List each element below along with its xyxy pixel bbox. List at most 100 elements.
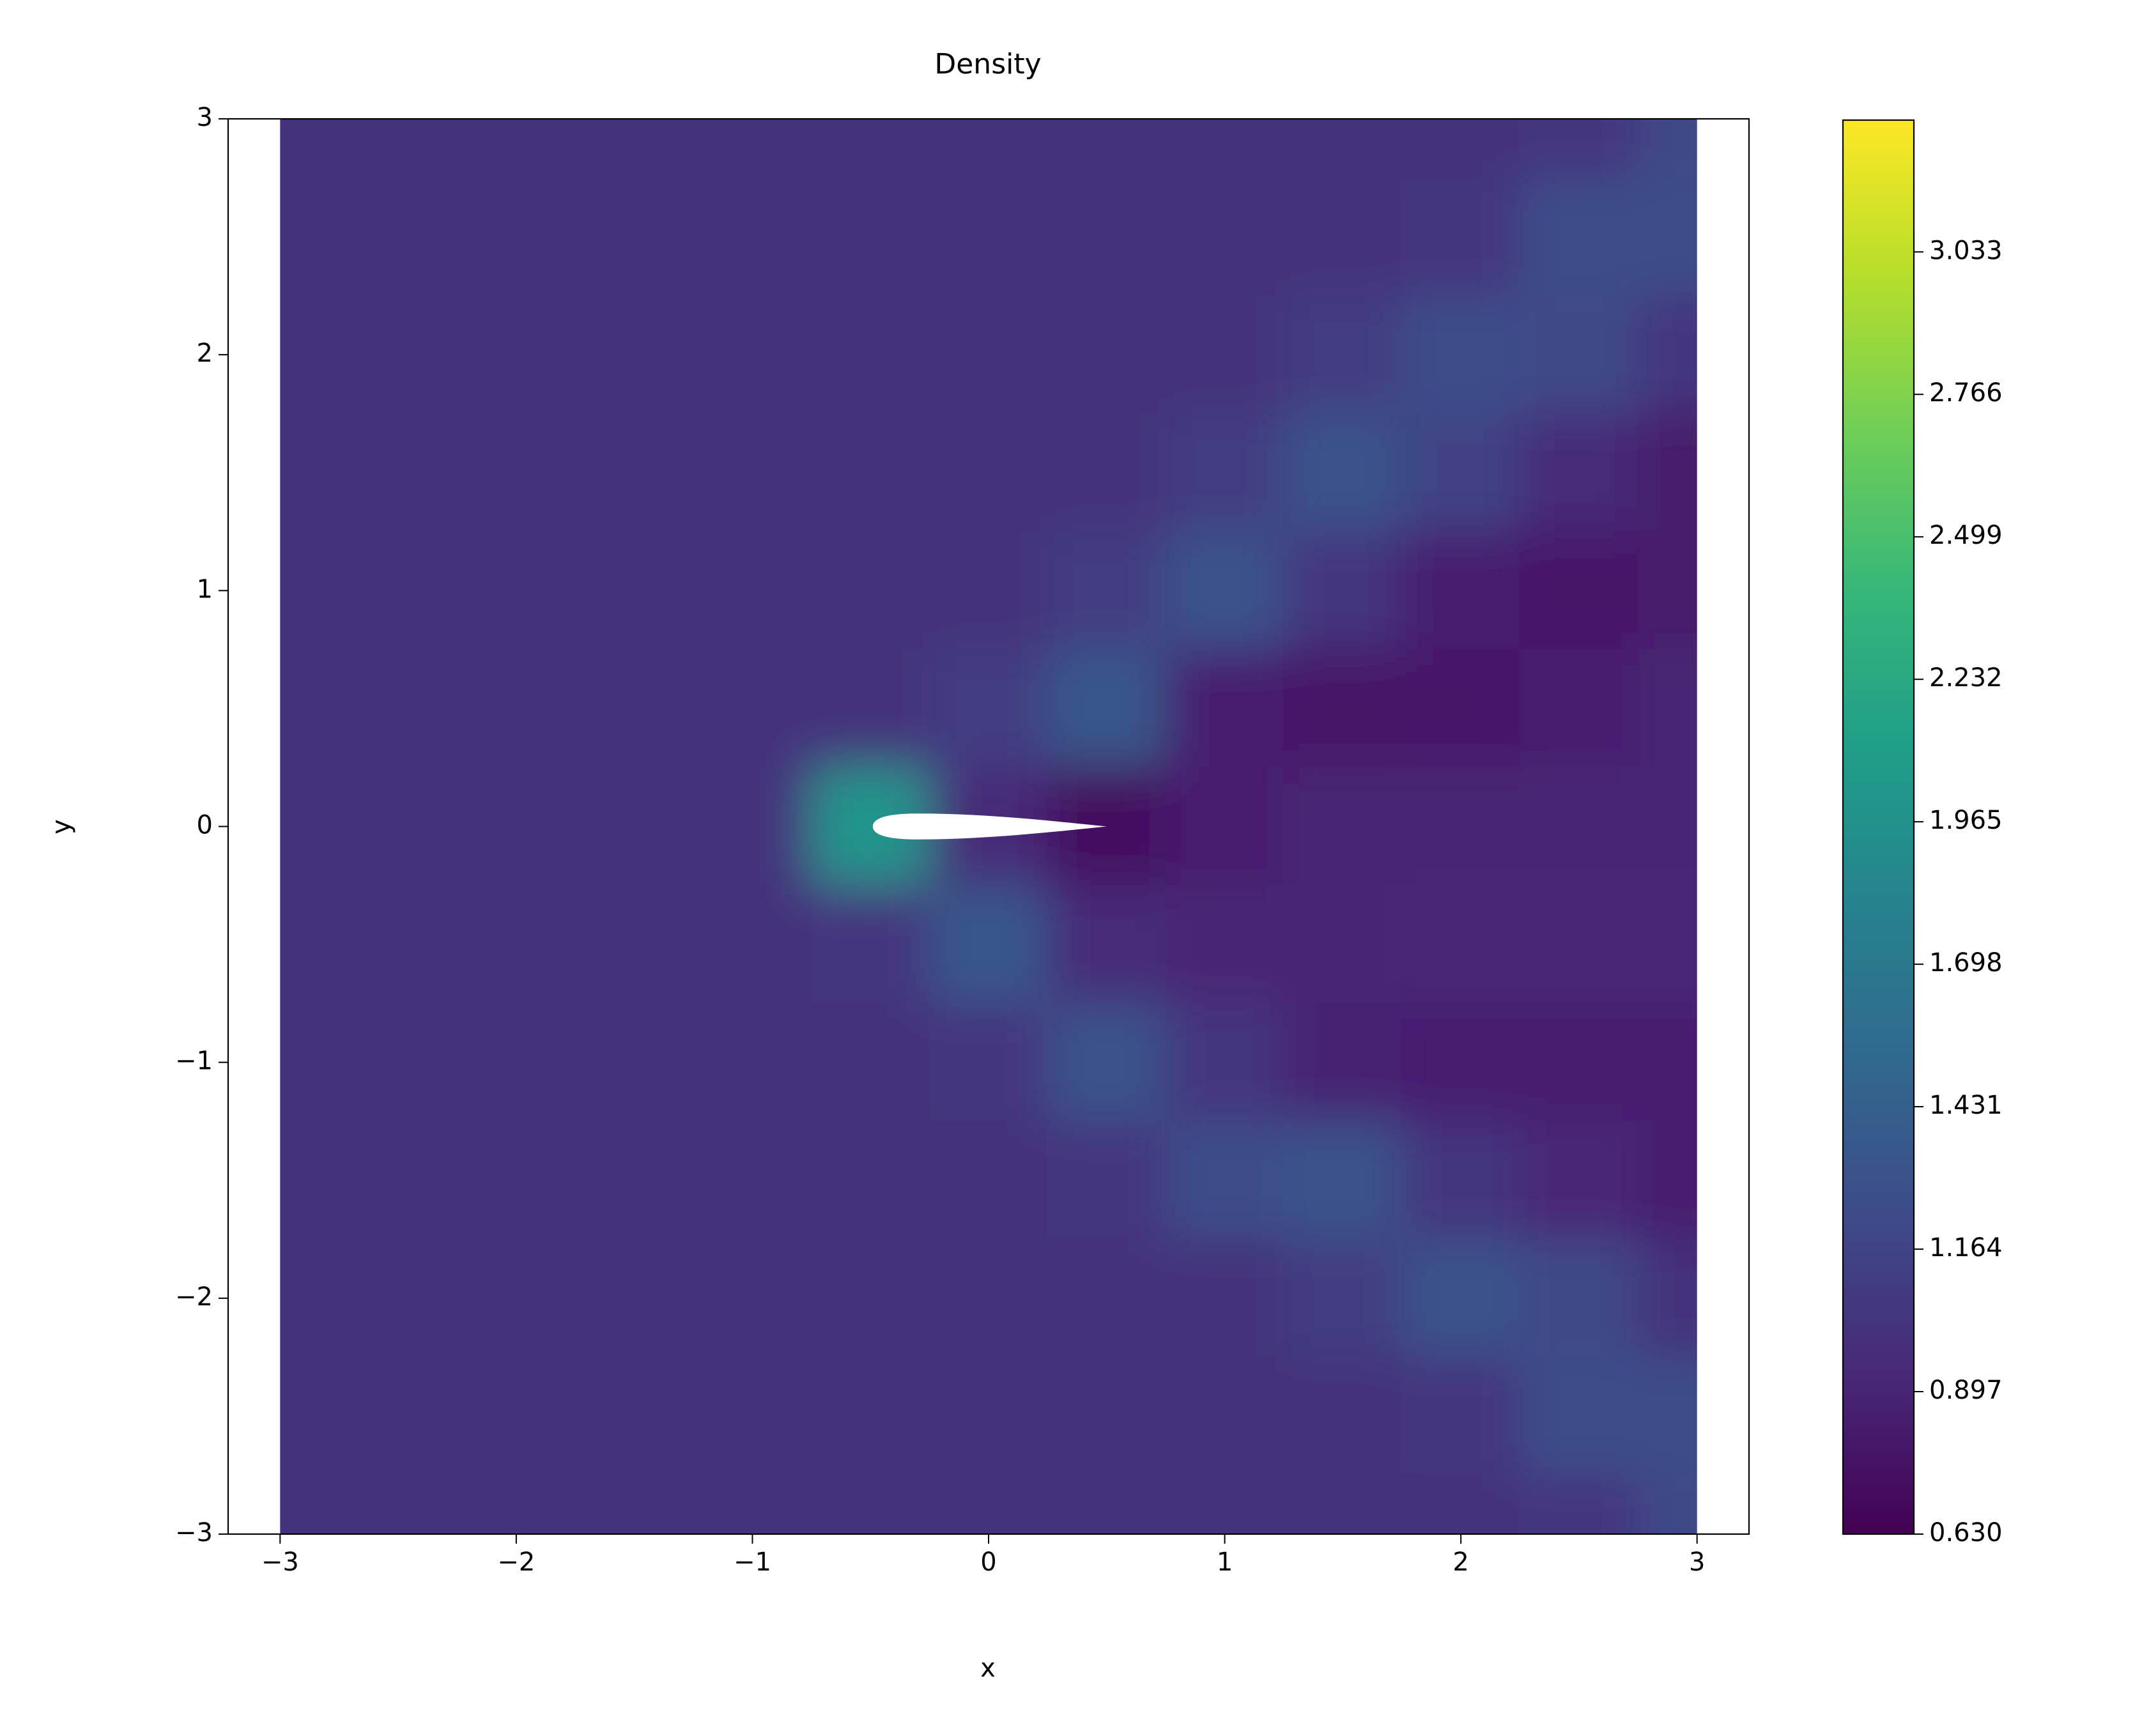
colorbar-tick-label: 1.965 <box>1929 806 2003 835</box>
heatmap-cell <box>338 413 458 533</box>
heatmap-cell <box>338 1120 458 1240</box>
heatmap-cell <box>1519 767 1639 886</box>
heatmap-cell <box>693 119 812 179</box>
heatmap-cell <box>280 119 340 179</box>
heatmap-cell <box>928 413 1049 533</box>
heatmap-cell <box>280 649 340 769</box>
heatmap-cell <box>1283 1120 1403 1240</box>
heatmap-cell <box>1401 649 1521 769</box>
heatmap-cell <box>1637 531 1697 650</box>
heatmap-cell <box>1283 884 1403 1004</box>
heatmap-cell <box>693 767 812 886</box>
heatmap-cell <box>1165 119 1284 179</box>
airfoil <box>872 813 1107 840</box>
heatmap-cell <box>1283 413 1403 533</box>
heatmap-cell <box>1165 884 1284 1004</box>
heatmap-cell <box>338 1474 458 1534</box>
x-axis-label: x <box>980 1654 996 1683</box>
colorbar-tick-label: 2.766 <box>1929 378 2003 408</box>
heatmap-cell <box>810 1120 930 1240</box>
heatmap-cell <box>1047 884 1167 1004</box>
heatmap-cell <box>574 649 695 769</box>
heatmap-cell <box>338 884 458 1004</box>
heatmap-cell <box>1283 531 1403 650</box>
colorbar-tick-label: 2.232 <box>1929 663 2003 693</box>
heatmap-cell <box>280 295 340 415</box>
heatmap-cell <box>1283 1356 1403 1476</box>
heatmap-cell <box>280 1120 340 1240</box>
x-tick-label: 2 <box>1452 1548 1468 1577</box>
heatmap-cell <box>1165 1238 1284 1358</box>
heatmap-cell <box>1637 884 1697 1004</box>
heatmap <box>280 119 1697 1534</box>
heatmap-cell <box>1047 295 1167 415</box>
heatmap-cell <box>574 884 695 1004</box>
heatmap-cell <box>280 413 340 533</box>
heatmap-cell <box>456 1356 576 1476</box>
colorbar-tick-label: 0.897 <box>1929 1376 2003 1405</box>
heatmap-cell <box>1283 767 1403 886</box>
heatmap-cell <box>928 1356 1049 1476</box>
heatmap-cell <box>928 177 1049 296</box>
heatmap-cell <box>810 1238 930 1358</box>
heatmap-cell <box>1165 1474 1284 1534</box>
heatmap-cell <box>1165 1002 1284 1122</box>
heatmap-cell <box>1637 1356 1697 1476</box>
y-tick-label: −2 <box>175 1282 213 1312</box>
heatmap-cell <box>810 119 930 179</box>
heatmap-cell <box>1401 884 1521 1004</box>
heatmap-cell <box>1165 295 1284 415</box>
heatmap-cell <box>1047 531 1167 650</box>
heatmap-cell <box>1519 649 1639 769</box>
colorbar-tick-label: 3.033 <box>1929 236 2003 265</box>
heatmap-cell <box>1047 177 1167 296</box>
heatmap-cell <box>928 119 1049 179</box>
heatmap-cell <box>338 295 458 415</box>
heatmap-cell <box>1519 119 1639 179</box>
y-tick-label: 0 <box>197 811 213 840</box>
heatmap-cell <box>1401 119 1521 179</box>
heatmap-cell <box>928 884 1049 1004</box>
heatmap-cell <box>456 649 576 769</box>
heatmap-cell <box>810 295 930 415</box>
heatmap-cell <box>693 884 812 1004</box>
heatmap-cell <box>810 884 930 1004</box>
heatmap-cell <box>810 1474 930 1534</box>
heatmap-cell <box>928 1120 1049 1240</box>
heatmap-cell <box>280 1002 340 1122</box>
heatmap-cell <box>574 1474 695 1534</box>
heatmap-cell <box>1519 1474 1639 1534</box>
colorbar-tick-label: 0.630 <box>1929 1518 2003 1548</box>
x-tick-label: −3 <box>261 1548 299 1577</box>
colorbar-tick-label: 1.698 <box>1929 948 2003 978</box>
heatmap-cell <box>1401 1002 1521 1122</box>
heatmap-cell <box>928 295 1049 415</box>
heatmap-cell <box>1519 884 1639 1004</box>
heatmap-cell <box>1519 1002 1639 1122</box>
heatmap-cell <box>280 1356 340 1476</box>
heatmap-cell <box>1047 1120 1167 1240</box>
y-axis-label: y <box>47 819 76 834</box>
y-tick-label: −3 <box>175 1518 213 1548</box>
x-tick-label: 1 <box>1217 1548 1233 1577</box>
heatmap-cell <box>1165 649 1284 769</box>
heatmap-cell <box>1401 295 1521 415</box>
heatmap-cell <box>456 1120 576 1240</box>
heatmap-cell <box>338 1356 458 1476</box>
heatmap-cell <box>1519 1356 1639 1476</box>
heatmap-cell <box>280 177 340 296</box>
heatmap-cell <box>456 177 576 296</box>
heatmap-cell <box>574 177 695 296</box>
heatmap-cell <box>928 1238 1049 1358</box>
heatmap-cell <box>928 531 1049 650</box>
heatmap-cell <box>810 649 930 769</box>
heatmap-cell <box>693 177 812 296</box>
heatmap-cell <box>280 884 340 1004</box>
heatmap-cell <box>693 1002 812 1122</box>
heatmap-cell <box>1165 1356 1284 1476</box>
heatmap-cell <box>574 1002 695 1122</box>
heatmap-cell <box>280 767 340 886</box>
heatmap-cell <box>338 531 458 650</box>
heatmap-cell <box>1401 767 1521 886</box>
